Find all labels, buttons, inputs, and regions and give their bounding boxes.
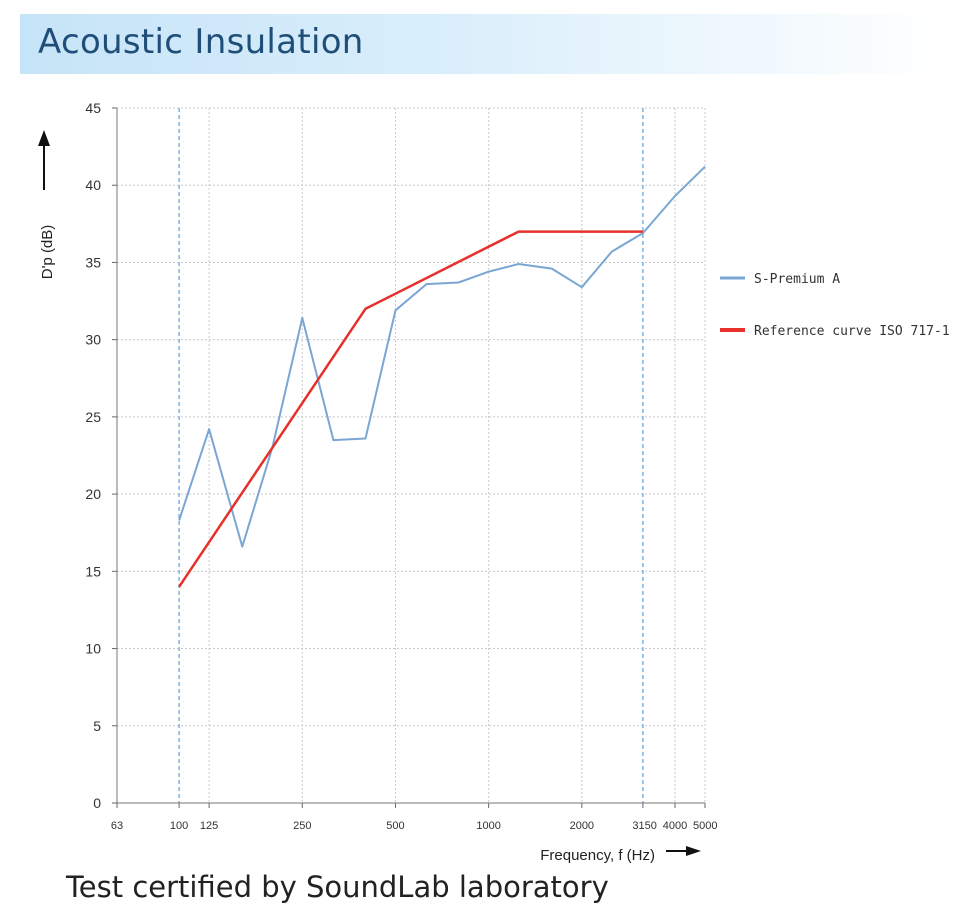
x-tick-label: 500 xyxy=(386,820,404,832)
acoustic-chart: 0 5 10 15 20 25 30 35 40 45 63 100 125 250 500 1000 2000… xyxy=(38,100,950,864)
certification-caption: Test certified by SoundLab laboratory xyxy=(66,870,609,904)
x-axis-arrow-head xyxy=(686,846,701,856)
x-tick-label: 125 xyxy=(200,820,218,832)
x-tick-label: 250 xyxy=(293,820,311,832)
series-line-2 xyxy=(178,230,643,588)
x-tick-label: 100 xyxy=(170,820,188,832)
x-tick-label: 63 xyxy=(111,820,123,832)
y-axis-arrow-head xyxy=(38,130,50,146)
x-tick-label: 4000 xyxy=(663,820,687,832)
x-axis-label: Frequency, f (Hz) xyxy=(540,847,655,864)
x-tick-label: 2000 xyxy=(570,820,594,832)
legend-label: Reference curve ISO 717-1 xyxy=(754,324,950,339)
header-banner: Acoustic Insulation xyxy=(20,14,950,74)
y-tick-label: 15 xyxy=(85,563,101,579)
y-tick-label: 20 xyxy=(85,486,101,502)
y-tick-label: 25 xyxy=(85,409,101,425)
page-title: Acoustic Insulation xyxy=(38,22,364,62)
y-tick-label: 30 xyxy=(85,332,101,348)
x-tick-label: 1000 xyxy=(476,820,500,832)
x-tick-label: 5000 xyxy=(693,820,717,832)
series-line-1 xyxy=(178,165,706,548)
x-tick-label: 3150 xyxy=(632,820,656,832)
y-axis-label: D'p (dB) xyxy=(39,225,56,280)
y-tick-label: 10 xyxy=(85,641,101,657)
y-tick-label: 40 xyxy=(85,177,101,193)
y-tick-label: 35 xyxy=(85,254,101,270)
y-tick-label: 0 xyxy=(93,795,101,811)
legend-label: S-Premium A xyxy=(754,272,840,287)
y-tick-label: 45 xyxy=(85,100,101,116)
y-tick-label: 5 xyxy=(93,718,101,734)
